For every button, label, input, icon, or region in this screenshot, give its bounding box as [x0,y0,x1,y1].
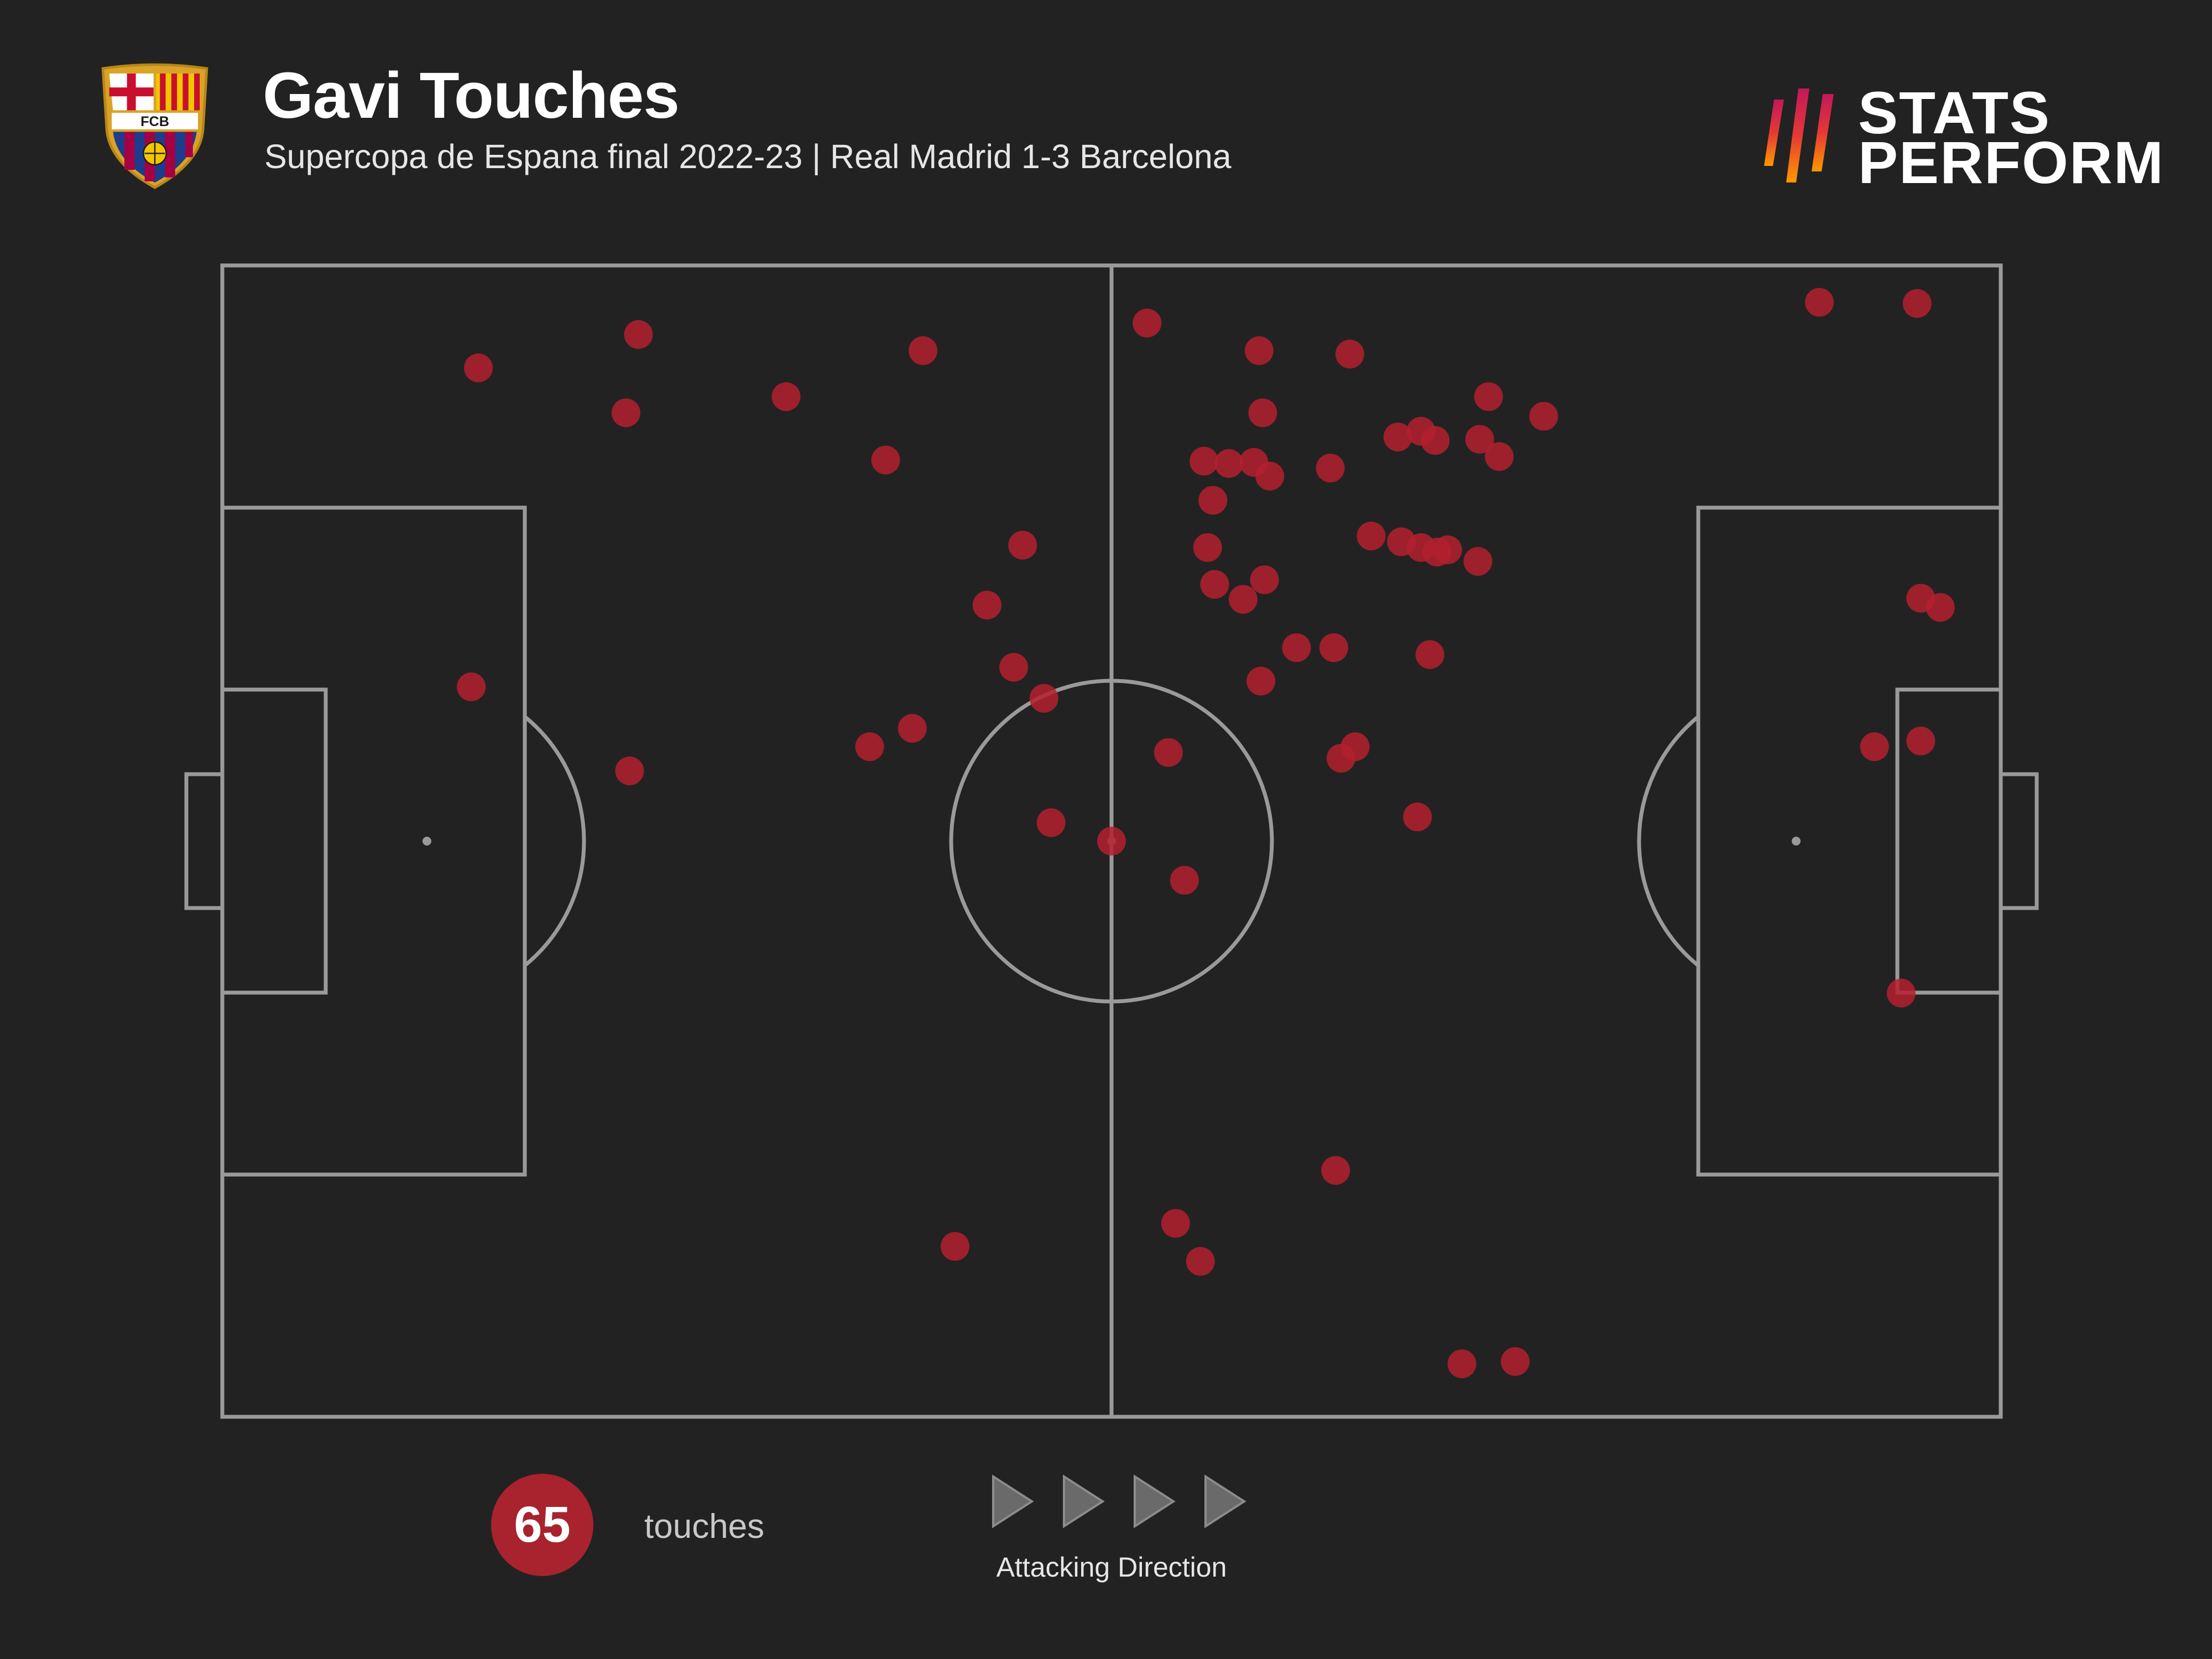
touch-point [871,445,900,474]
touch-count-badge: 65 [491,1474,593,1576]
attacking-direction-arrows-icon [992,1474,1246,1528]
direction-arrow-icon [992,1474,1034,1528]
touch-point [615,757,644,785]
direction-arrow-icon [1134,1474,1176,1528]
touch-point [1465,425,1494,454]
touch-point [941,1232,969,1261]
touch-point [612,398,640,427]
stats-perform-stripes-icon [1764,88,1834,182]
right-penalty-spot [1792,837,1801,846]
touch-point [999,653,1029,682]
touch-point [1316,453,1345,483]
touch-point [1805,288,1834,317]
touch-point [1036,808,1066,837]
touch-point [1415,640,1444,669]
touch-point [1926,593,1955,622]
page-title: Gavi Touches [263,59,680,132]
touch-point [1200,570,1229,599]
stats-perform-logo: STATS PERFORM [1764,77,2163,194]
touch-point [972,591,1001,620]
touch-point [1229,585,1258,614]
touch-point [1326,744,1355,773]
touch-point [1906,726,1936,755]
touch-point [1321,1156,1350,1185]
touch-point [1282,633,1311,662]
left-penalty-arc [523,715,586,967]
touch-point [1193,533,1222,562]
brand-text-perform: PERFORM [1858,129,2164,196]
crest-text: FCB [140,114,169,129]
brand-text-stats: STATS [1858,79,2051,146]
left-penalty-area [220,505,527,1177]
touch-point [1335,340,1364,369]
touch-point [1319,633,1348,662]
touch-point [1860,732,1889,761]
touch-point [1902,289,1932,318]
left-six-yard-box [220,687,328,995]
touch-point [1474,382,1503,411]
touch-count-label: touches [644,1507,765,1546]
direction-arrow-icon [1063,1474,1105,1528]
touch-point [1357,521,1386,551]
centre-circle [949,679,1274,1004]
right-goal [1999,772,2039,910]
touch-point [1214,449,1244,478]
touch-point [1161,1209,1190,1238]
right-penalty-area [1696,505,2003,1177]
touch-point [1463,547,1493,576]
touch-point [1008,530,1037,560]
touch-point [1154,738,1183,767]
page-subtitle: Supercopa de Espana final 2022-23 | Real… [264,138,1232,175]
direction-arrow-icon [1204,1474,1246,1528]
attacking-direction-label: Attacking Direction [996,1552,1227,1583]
touch-point [1186,1246,1215,1276]
touch-point [1529,401,1558,431]
touch-point [1097,827,1126,855]
touch-point [1383,422,1412,452]
touch-point [1170,865,1199,895]
touch-point [1133,309,1162,338]
touch-point [1447,1349,1477,1379]
touch-point [1248,398,1277,427]
touch-point [855,732,884,761]
touch-point [898,714,927,743]
touch-point [1190,446,1219,476]
touch-point [1250,565,1279,594]
touch-point [1421,426,1450,455]
right-penalty-arc [1637,715,1700,967]
touch-point [1886,978,1916,1008]
touch-markers [457,288,1955,1379]
touch-point [1501,1347,1530,1376]
left-goal [184,772,225,910]
touch-point [1244,336,1274,366]
touch-point [1433,535,1462,565]
touch-point [1029,684,1058,713]
touch-point [1246,666,1276,696]
left-penalty-spot [422,837,431,846]
touch-point [771,382,801,411]
touch-point [624,320,653,349]
touch-point [457,672,486,701]
touch-point [1403,802,1432,832]
touch-point [1198,486,1228,515]
fc-barcelona-crest-icon: FCB [101,63,208,189]
touch-point [464,353,493,383]
touch-point [1255,462,1285,491]
touch-point [1485,442,1514,471]
touch-point [909,336,938,366]
